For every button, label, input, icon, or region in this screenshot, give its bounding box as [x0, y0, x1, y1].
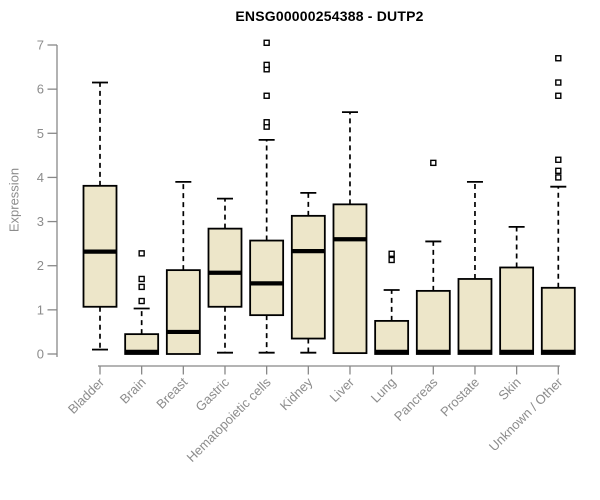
outlier-point [263, 92, 270, 99]
x-category-label: Unknown / Other [486, 374, 566, 454]
x-category-label: Kidney [277, 374, 316, 413]
boxplot-box [82, 184, 118, 308]
boxplot-box [290, 214, 326, 340]
y-tick-label: 6 [37, 82, 44, 97]
y-tick-label: 7 [37, 38, 44, 53]
outlier-point [138, 250, 145, 257]
x-category-label: Skin [495, 375, 523, 403]
x-category-label: Breast [153, 374, 190, 411]
outlier-point [263, 39, 270, 46]
chart-title: ENSG00000254388 - DUTP2 [235, 8, 424, 24]
outlier-point [388, 256, 395, 264]
x-category-label: Brain [117, 375, 149, 407]
outlier-point [138, 297, 145, 305]
boxplot-box [457, 278, 493, 355]
boxplot-box [374, 319, 410, 355]
y-tick-label: 0 [37, 347, 44, 362]
boxplot-box [124, 333, 160, 355]
x-category-label: Liver [327, 374, 358, 405]
outlier-point [555, 167, 562, 175]
outlier-point [138, 275, 145, 283]
y-tick-label: 3 [37, 214, 44, 229]
x-category-label: Bladder [65, 374, 108, 417]
outlier-point [388, 250, 395, 257]
outlier-point [263, 61, 270, 69]
outlier-point [555, 79, 562, 86]
y-tick-label: 2 [37, 258, 44, 273]
boxplot-box [165, 269, 201, 355]
outlier-point [555, 55, 562, 62]
x-category-label: Prostate [437, 375, 482, 420]
boxplot-box [415, 289, 451, 355]
outlier-point [138, 283, 145, 291]
outlier-point [263, 119, 270, 126]
boxplot-box [540, 286, 576, 355]
boxplot-box [499, 266, 535, 355]
x-category-label: Lung [368, 375, 399, 406]
outlier-point [555, 156, 562, 163]
boxplot-box [249, 239, 285, 317]
x-category-label: Pancreas [391, 374, 441, 424]
y-tick-label: 1 [37, 302, 44, 317]
y-tick-label: 4 [37, 170, 44, 185]
outlier-point [555, 174, 562, 181]
y-tick-label: 5 [37, 126, 44, 141]
x-category-label: Gastric [192, 374, 232, 414]
outlier-point [430, 159, 437, 167]
boxplot-box [332, 203, 368, 355]
outlier-point [555, 92, 562, 99]
boxplot-box [207, 227, 243, 308]
